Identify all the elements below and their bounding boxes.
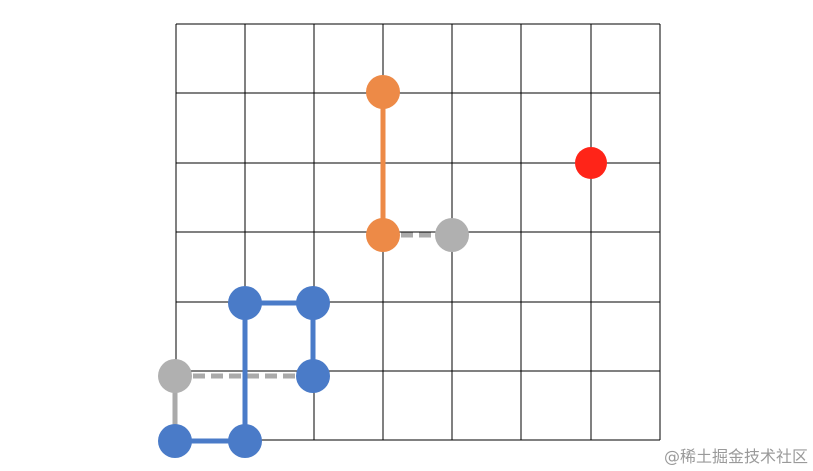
nodes bbox=[158, 75, 607, 458]
watermark: @稀土掘金技术社区 bbox=[664, 447, 808, 466]
